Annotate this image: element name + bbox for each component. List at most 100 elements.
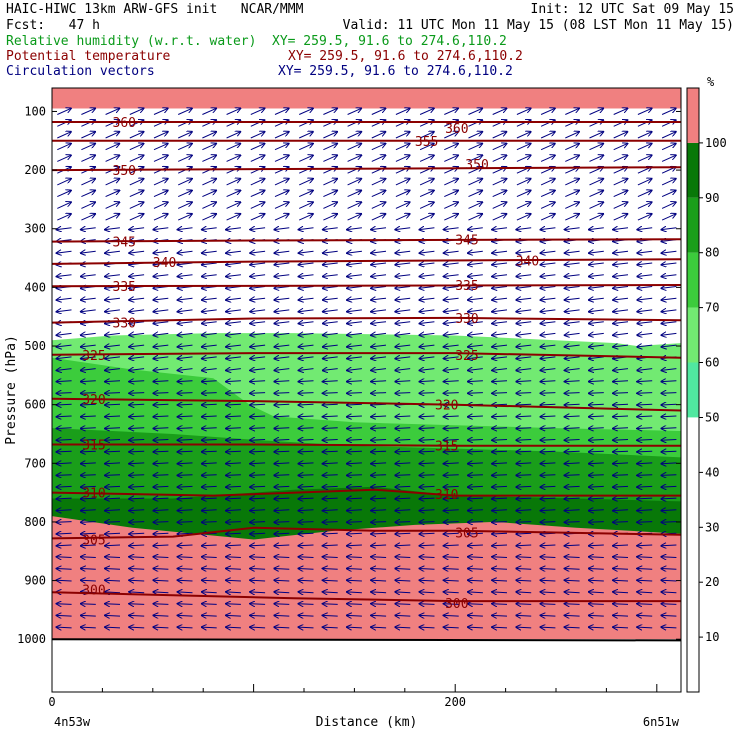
wind-vector-925 bbox=[420, 522, 435, 523]
wind-vector-994 bbox=[202, 557, 217, 558]
wind-vector-791 bbox=[323, 463, 338, 464]
wind-vector-192 bbox=[298, 191, 313, 198]
wind-vector-610 bbox=[347, 381, 362, 382]
terrain-line bbox=[52, 638, 681, 692]
wind-vector-107 bbox=[129, 155, 144, 162]
wind-vector-219 bbox=[323, 202, 337, 209]
wind-vector-416 bbox=[57, 298, 72, 300]
theta-label-345-0: 345 bbox=[113, 236, 136, 251]
wind-vector-98 bbox=[540, 144, 555, 151]
wind-vector-557 bbox=[323, 357, 338, 359]
wind-vector-207 bbox=[661, 191, 676, 198]
wind-vector-165 bbox=[274, 179, 289, 186]
wind-vector-739 bbox=[323, 440, 338, 441]
wind-vector-409 bbox=[516, 287, 532, 289]
rh-fill-layer bbox=[52, 88, 681, 640]
wind-vector-1000 bbox=[347, 557, 362, 558]
wind-vector-403 bbox=[371, 287, 387, 289]
wind-vector-349 bbox=[323, 263, 338, 265]
wind-vector-351 bbox=[371, 263, 387, 265]
wind-vector-911 bbox=[81, 522, 96, 523]
wind-vector-1032 bbox=[492, 569, 508, 570]
wind-vector-816 bbox=[299, 475, 314, 476]
wind-vector-746 bbox=[492, 440, 508, 441]
wind-vector-855 bbox=[613, 486, 629, 487]
wind-vector-1119 bbox=[81, 615, 96, 616]
wind-vector-14 bbox=[395, 108, 410, 115]
wind-vector-841 bbox=[274, 486, 290, 487]
wind-vector-364 bbox=[57, 275, 72, 277]
wind-vector-720 bbox=[492, 428, 508, 429]
wind-vector-182 bbox=[57, 191, 71, 198]
wind-vector-176 bbox=[540, 179, 555, 186]
wind-vector-1046 bbox=[202, 580, 217, 581]
wind-vector-927 bbox=[468, 522, 483, 523]
wind-vector-457 bbox=[420, 310, 435, 312]
wind-vector-670 bbox=[541, 404, 556, 405]
wind-vector-23 bbox=[613, 108, 628, 115]
wind-vector-498 bbox=[153, 333, 169, 335]
wind-vector-124 bbox=[540, 155, 555, 162]
wind-vector-1008 bbox=[541, 557, 556, 558]
wind-vector-116 bbox=[347, 155, 362, 162]
wind-vector-862 bbox=[153, 498, 169, 499]
wind-vector-329 bbox=[468, 251, 483, 253]
wind-vector-213 bbox=[177, 202, 192, 209]
wind-vector-381 bbox=[468, 275, 483, 277]
wind-vector-674 bbox=[637, 404, 653, 405]
wind-vector-193 bbox=[323, 191, 337, 198]
wind-vector-669 bbox=[516, 404, 532, 405]
wind-vector-1133 bbox=[420, 615, 435, 616]
wind-vector-863 bbox=[178, 498, 193, 499]
wind-vector-1111 bbox=[516, 604, 532, 605]
wind-vector-435 bbox=[516, 298, 532, 300]
wind-vector-825 bbox=[516, 475, 532, 476]
wind-vector-476 bbox=[250, 322, 266, 324]
wind-vector-659 bbox=[274, 404, 290, 405]
theta-contour-350 bbox=[52, 166, 681, 172]
wind-vector-246 bbox=[347, 214, 362, 221]
wind-vector-646 bbox=[589, 393, 604, 394]
wind-vector-916 bbox=[202, 522, 217, 523]
wind-vector-581 bbox=[274, 369, 290, 371]
wind-vector-91 bbox=[371, 144, 386, 151]
wind-vector-846 bbox=[395, 486, 411, 487]
wind-vector-383 bbox=[516, 275, 532, 277]
x-end-label: 6n51w bbox=[643, 715, 680, 729]
wind-vector-456 bbox=[395, 310, 411, 312]
wind-vector-163 bbox=[226, 179, 241, 186]
wind-vector-244 bbox=[298, 214, 313, 221]
wind-vector-321 bbox=[274, 251, 290, 253]
wind-vector-1128 bbox=[299, 615, 314, 616]
wind-vector-756 bbox=[105, 451, 121, 452]
wind-vector-378 bbox=[395, 275, 411, 277]
wind-vector-608 bbox=[299, 381, 314, 382]
wind-vector-251 bbox=[468, 214, 483, 221]
wind-vector-924 bbox=[395, 522, 411, 523]
wind-vector-940 bbox=[153, 533, 169, 534]
wind-vector-95 bbox=[468, 144, 483, 151]
wind-vector-194 bbox=[347, 191, 362, 198]
wind-vector-904 bbox=[541, 510, 556, 511]
wind-vector-514 bbox=[541, 333, 556, 335]
wind-vector-221 bbox=[371, 202, 386, 209]
wind-vector-214 bbox=[202, 202, 216, 209]
wind-vector-683 bbox=[226, 416, 241, 417]
wind-vector-209 bbox=[81, 202, 95, 209]
wind-vector-421 bbox=[178, 298, 193, 300]
wind-vector-438 bbox=[589, 298, 604, 300]
wind-vector-800 bbox=[541, 463, 556, 464]
wind-vector-428 bbox=[347, 298, 362, 300]
wind-vector-898 bbox=[395, 510, 411, 511]
wind-vector-857 bbox=[661, 486, 677, 487]
wind-vector-499 bbox=[178, 333, 193, 335]
wind-vector-808 bbox=[105, 475, 121, 476]
wind-vector-15 bbox=[419, 108, 434, 115]
wind-vector-763 bbox=[274, 451, 290, 452]
wind-vector-418 bbox=[105, 298, 120, 300]
wind-vector-1012 bbox=[637, 557, 653, 558]
wind-vector-1017 bbox=[129, 569, 145, 570]
wind-vector-1022 bbox=[250, 569, 266, 570]
wind-vector-493 bbox=[662, 322, 677, 324]
wind-vector-81 bbox=[129, 144, 144, 151]
